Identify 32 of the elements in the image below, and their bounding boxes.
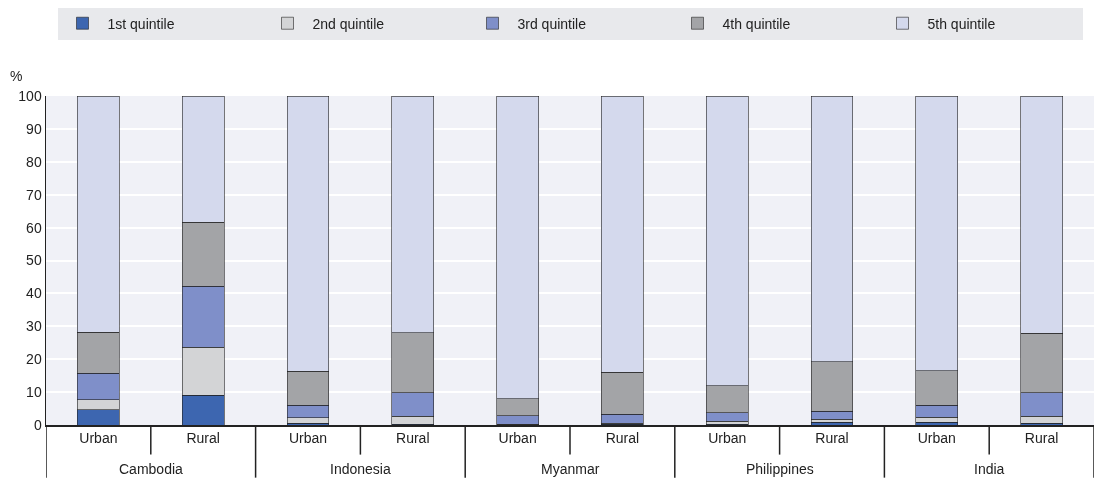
text: Philippines xyxy=(746,461,814,477)
y-axis-title: % xyxy=(10,68,23,84)
x-tick-label: Urban xyxy=(917,430,956,447)
y-tick-label: 20 xyxy=(26,351,42,368)
x-tick-label: Rural xyxy=(186,430,220,447)
y-tick-label: 50 xyxy=(26,252,42,269)
x-tick-label: Rural xyxy=(1024,430,1059,447)
legend-label: 3rd quintile xyxy=(517,15,587,32)
text: India xyxy=(974,461,1005,477)
text: Cambodia xyxy=(119,461,184,477)
legend-label: 1st quintile xyxy=(107,15,175,32)
x-tick-label: Rural xyxy=(396,430,430,447)
text: Myanmar xyxy=(541,461,600,477)
legend-label: 2nd quintile xyxy=(312,15,385,32)
x-tick-label: Urban xyxy=(708,430,747,447)
y-tick-label: 90 xyxy=(26,120,42,137)
y-tick-label: 10 xyxy=(26,384,42,400)
x-tick-label: Rural xyxy=(605,430,640,447)
text: Indonesia xyxy=(330,461,391,477)
legend-label: 4th quintile xyxy=(722,15,791,32)
y-tick-label: 40 xyxy=(26,285,42,302)
y-tick-label: 30 xyxy=(26,318,42,335)
x-tick-label: Urban xyxy=(79,430,118,447)
y-tick-label: 70 xyxy=(26,186,42,203)
x-tick-label: Rural xyxy=(815,430,849,447)
legend-label: 5th quintile xyxy=(927,15,996,32)
y-tick-label: 100 xyxy=(18,87,42,104)
x-tick-label: Urban xyxy=(498,430,537,447)
x-tick-label: Urban xyxy=(288,430,328,447)
y-tick-label: 60 xyxy=(26,219,42,236)
y-tick-label: 80 xyxy=(26,153,42,170)
y-tick-label: 0 xyxy=(33,416,42,433)
